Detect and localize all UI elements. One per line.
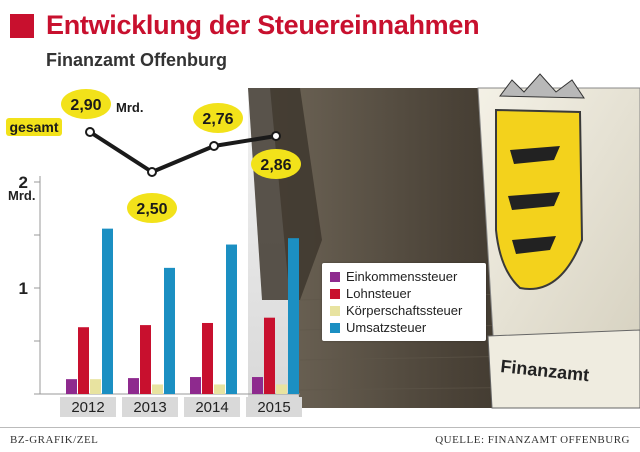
bar-körperschaftssteuer-2012: [90, 379, 101, 394]
bar-körperschaftssteuer-2014: [214, 384, 225, 394]
chart-legend: Einkommenssteuer Lohnsteuer Körperschaftss…: [322, 263, 486, 341]
legend-label: Lohnsteuer: [346, 286, 412, 301]
x-tick-label-2013: 2013: [133, 399, 166, 416]
total-point-2015: [271, 131, 281, 141]
legend-label: Einkommenssteuer: [346, 269, 458, 284]
legend-item: Lohnsteuer: [330, 285, 478, 302]
legend-item: Körperschaftssteuer: [330, 302, 478, 319]
total-point-2014: [209, 141, 219, 151]
x-category-box: [60, 397, 116, 417]
chart-subtitle: Finanzamt Offenburg: [46, 50, 227, 70]
x-tick-label-2014: 2014: [195, 399, 228, 416]
bar-umsatzsteuer-2015: [288, 238, 299, 394]
legend-swatch: [330, 305, 340, 316]
bar-lohnsteuer-2014: [202, 322, 213, 394]
y-axis-label: Mrd.: [8, 188, 35, 203]
total-series-tag: [6, 118, 62, 136]
total-point-2012: [85, 127, 95, 137]
x-category-box: [122, 397, 178, 417]
bar-einkommenssteuer-2014: [190, 377, 201, 394]
footer-divider: [0, 427, 640, 428]
bar-umsatzsteuer-2012: [102, 228, 113, 394]
bar-einkommenssteuer-2015: [252, 377, 263, 394]
legend-swatch: [330, 322, 340, 333]
x-tick-label-2012: 2012: [71, 399, 104, 416]
footer-source: QUELLE: FINANZAMT OFFENBURG: [435, 434, 630, 446]
legend-label: Körperschaftssteuer: [346, 303, 463, 318]
chart-title: Entwicklung der Steuereinnahmen: [46, 10, 480, 40]
bar-körperschaftssteuer-2013: [152, 384, 163, 394]
footer-credit: BZ-GRAFIK/ZEL: [10, 434, 99, 446]
title-marker: [10, 14, 34, 38]
legend-item: Umsatzsteuer: [330, 319, 478, 336]
legend-item: Einkommenssteuer: [330, 268, 478, 285]
total-value-bubble: [251, 149, 301, 179]
total-value-bubble: [193, 103, 243, 133]
bar-umsatzsteuer-2013: [164, 267, 175, 394]
legend-label: Umsatzsteuer: [346, 320, 427, 335]
x-tick-label-2015: 2015: [257, 399, 290, 416]
total-line-layer: 2,90 2,50 2,76 2,86 Mrd. gesamt: [6, 89, 301, 223]
total-value-label: 2,90: [70, 97, 101, 114]
legend-swatch: [330, 271, 340, 282]
y-tick-label: 2: [19, 173, 28, 192]
total-line: [88, 130, 277, 174]
legend-swatch: [330, 288, 340, 299]
total-value-label: 2,50: [136, 201, 167, 218]
total-series-label: gesamt: [9, 119, 58, 135]
x-category-box: [246, 397, 302, 417]
total-value-bubble: [127, 193, 177, 223]
bar-einkommenssteuer-2012: [66, 379, 77, 394]
bar-lohnsteuer-2013: [140, 325, 151, 394]
total-value-label: 2,86: [260, 157, 291, 174]
bar-lohnsteuer-2015: [264, 317, 275, 394]
total-value-label: 2,76: [202, 111, 233, 128]
total-point-2013: [147, 167, 157, 177]
bar-lohnsteuer-2012: [78, 327, 89, 394]
total-value-bubble: [61, 89, 111, 119]
x-category-box: [184, 397, 240, 417]
bar-umsatzsteuer-2014: [226, 244, 237, 394]
bar-körperschaftssteuer-2015: [276, 384, 287, 394]
total-unit-label: Mrd.: [116, 100, 143, 115]
bar-einkommenssteuer-2013: [128, 378, 139, 394]
y-tick-label: 1: [19, 279, 28, 298]
